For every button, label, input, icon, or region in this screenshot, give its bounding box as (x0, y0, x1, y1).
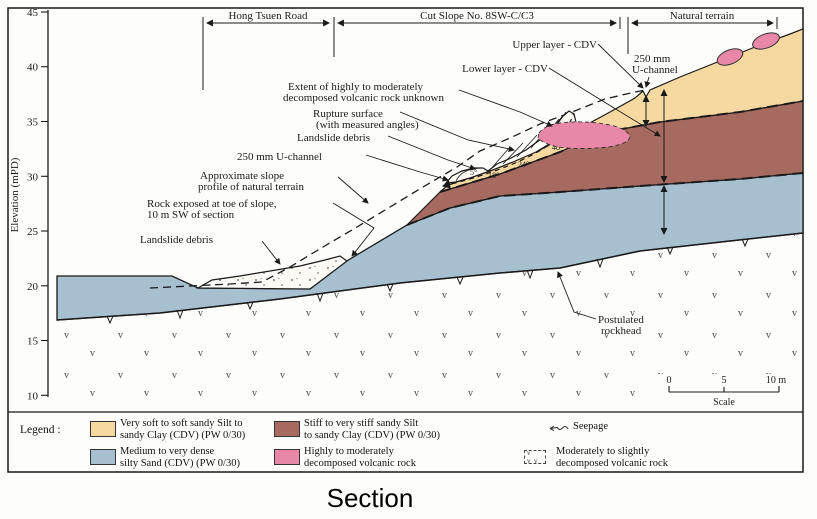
rockhead-line (56, 232, 804, 325)
legend-swatch-stiff-cdv (274, 421, 300, 437)
tick-15: 15 (27, 336, 39, 348)
label-lower-layer: Lower layer - CDV (462, 63, 548, 75)
seepage-icon (549, 425, 569, 432)
label-rock-exposed-1: Rock exposed at toe of slope, (147, 198, 277, 210)
legend-label-stiff-cdv: Stiff to very stiff sandy Silt to sandy … (304, 418, 441, 441)
label-postulated-2: rockhead (601, 325, 642, 337)
label-postulated-1: Postulated (598, 314, 644, 326)
leader-lines (261, 43, 661, 320)
span-natural-terrain: Natural terrain (670, 10, 735, 22)
legend-label-hdv-rock: Highly to moderately decomposed volcanic… (304, 446, 416, 469)
scale-bar: 0 5 10 m Scale (652, 374, 797, 410)
legend-label-silty-sand: Medium to very dense silty Sand (CDV) (P… (120, 446, 240, 469)
thickness-arrows (642, 88, 668, 236)
tick-25: 25 (27, 226, 39, 238)
tick-40: 40 (27, 62, 39, 74)
annotations: Upper layer - CDV Lower layer - CDV Exte… (140, 39, 678, 337)
label-u-channel-left: 250 mm U-channel (237, 151, 322, 163)
label-rupture-1: Rupture surface (313, 108, 383, 120)
angle-18: 18° (488, 171, 499, 180)
tick-20: 20 (27, 281, 39, 293)
label-rupture-2: (with measured angles) (316, 119, 419, 131)
angle-24: 24° (518, 160, 529, 169)
angle-48: 48° (552, 143, 563, 152)
span-road: Hong Tsuen Road (228, 10, 308, 22)
volcanic-rock-boulder-1 (752, 32, 780, 50)
legend-label-mdv-rock: Moderately to slightly decomposed volcan… (556, 446, 668, 469)
legend-swatch-soft-cdv (90, 421, 116, 437)
label-approx-1: Approximate slope (200, 170, 284, 182)
cdv-sand-boundary (406, 172, 804, 226)
axis-title: Elevation (mPD) (9, 157, 21, 232)
label-landslide-upper: Landslide debris (297, 132, 370, 144)
tick-10: 10 (27, 390, 39, 402)
scale-0: 0 (667, 375, 672, 386)
tick-35: 35 (27, 117, 39, 129)
legend-swatch-hdv-rock (274, 449, 300, 465)
scale-10: 10 m (766, 375, 787, 386)
legend-label-seepage: Seepage (573, 421, 608, 432)
mdv-pattern-swatch (524, 449, 546, 465)
label-upper-layer: Upper layer - CDV (512, 39, 597, 51)
scale-caption: Scale (713, 397, 735, 408)
label-u-channel-right-1: 250 mm (634, 53, 671, 65)
label-rock-exposed-2: 10 m SW of section (147, 209, 235, 221)
label-extent-1: Extent of highly to moderately (288, 81, 424, 93)
angle-5: 5° (470, 168, 477, 177)
scale-5: 5 (722, 375, 727, 386)
volcanic-rock-inslope (537, 121, 631, 149)
u-channel-crest-notch (446, 179, 455, 186)
legend-title: Legend : (20, 424, 61, 436)
tick-45: 45 (27, 7, 39, 19)
legend-label-soft-cdv: Very soft to soft sandy Silt to sandy Cl… (120, 418, 246, 441)
elevation-axis: 45 40 35 30 25 20 15 10 Elevation (mPD) (9, 7, 49, 402)
legend-swatch-silty-sand (90, 449, 116, 465)
label-landslide-lower: Landslide debris (140, 234, 213, 246)
page-title: Section (326, 483, 414, 513)
span-cut-slope: Cut Slope No. 8SW-C/C3 (420, 10, 534, 22)
top-dimensions (202, 17, 778, 90)
label-approx-2: profile of natural terrain (198, 181, 304, 193)
volcanic-rock-boulder-2 (716, 48, 744, 66)
bedrock-v-pattern-region (50, 234, 803, 408)
landslide-debris-lower (195, 255, 349, 290)
natural-terrain-profile-dashed (149, 89, 647, 289)
tick-30: 30 (27, 171, 39, 183)
label-u-channel-right-2: U-channel (632, 64, 678, 76)
label-extent-2: decomposed volcanic rock unknown (283, 92, 444, 104)
